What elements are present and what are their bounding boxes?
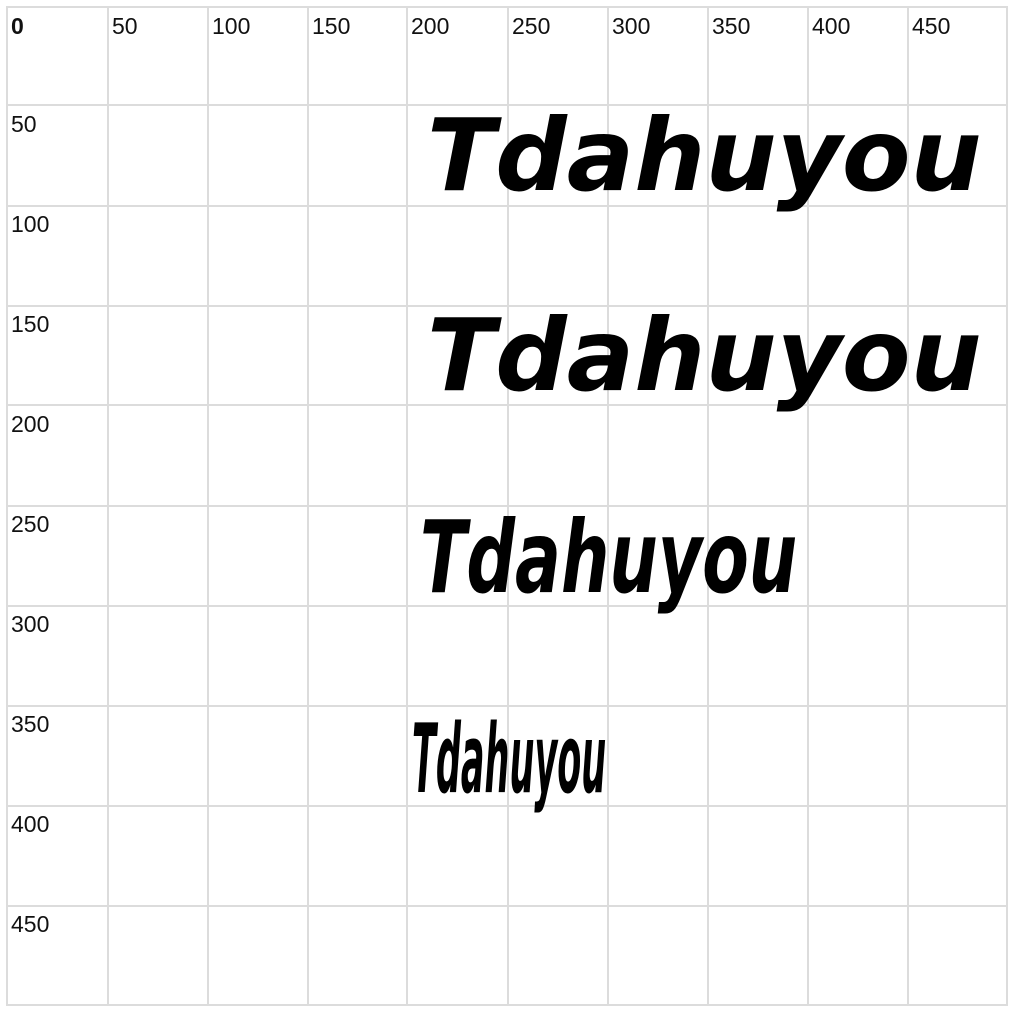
y-tick-label: 50	[11, 111, 37, 137]
x-tick-label: 350	[712, 13, 751, 39]
x-tick-label: 0	[11, 13, 24, 39]
grid-line-horizontal	[6, 805, 1008, 807]
grid-line-horizontal	[6, 705, 1008, 707]
x-tick-label: 250	[512, 13, 551, 39]
y-tick-label: 450	[11, 911, 50, 937]
grid-line-horizontal	[6, 6, 1008, 8]
x-tick-label: 300	[612, 13, 651, 39]
sample-text: Tdahuyou	[427, 297, 982, 414]
sample-text: Tdahuyou	[420, 499, 798, 616]
y-tick-label: 250	[11, 511, 50, 537]
sample-text: Tdahuyou	[412, 703, 607, 815]
y-tick-label: 200	[11, 411, 50, 437]
x-tick-label: 450	[912, 13, 951, 39]
y-tick-label: 100	[11, 211, 50, 237]
sample-text: Tdahuyou	[427, 97, 982, 214]
grid-line-horizontal	[6, 605, 1008, 607]
x-tick-label: 50	[112, 13, 138, 39]
y-tick-label: 400	[11, 811, 50, 837]
grid-line-horizontal	[6, 505, 1008, 507]
x-tick-label: 100	[212, 13, 251, 39]
grid-line-horizontal	[6, 1004, 1008, 1006]
grid-line-horizontal	[6, 305, 1008, 307]
grid-line-horizontal	[6, 404, 1008, 406]
grid-line-horizontal	[6, 905, 1008, 907]
grid-line-horizontal	[6, 205, 1008, 207]
grid-line-horizontal	[6, 104, 1008, 106]
x-tick-label: 150	[312, 13, 351, 39]
y-tick-label: 350	[11, 711, 50, 737]
y-tick-label: 150	[11, 311, 50, 337]
x-tick-label: 400	[812, 13, 851, 39]
y-tick-label: 300	[11, 611, 50, 637]
x-tick-label: 200	[411, 13, 450, 39]
